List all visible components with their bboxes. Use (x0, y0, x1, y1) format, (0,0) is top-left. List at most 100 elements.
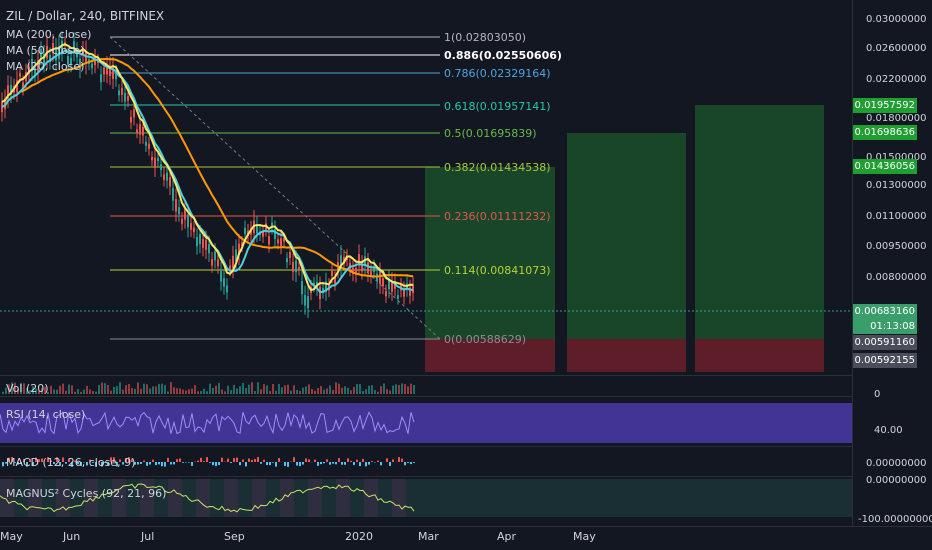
macd-bar (95, 462, 97, 467)
volume-bar (131, 388, 133, 394)
fib-level-0236: 0.236(0.01111232) (444, 210, 551, 223)
volume-bar (227, 385, 229, 394)
macd-bar (317, 462, 319, 466)
macd-bar (65, 462, 67, 464)
fib-level-05: 0.5(0.01695839) (444, 127, 537, 140)
macd-bar (74, 460, 76, 462)
candle-body (301, 281, 303, 295)
macd-bar (233, 458, 235, 462)
macd-bar (413, 462, 415, 463)
candle-body (85, 51, 87, 64)
volume-bar (359, 384, 361, 394)
macd-legend[interactable]: MACD (12, 26, close, 9) (6, 456, 136, 469)
candle-body (355, 267, 357, 275)
ma50-legend[interactable]: MA (50, close) (6, 44, 85, 57)
pane-divider[interactable] (0, 375, 852, 376)
macd-bar (200, 457, 202, 462)
rsi-legend[interactable]: RSI (14, close) (6, 408, 86, 421)
macd-bar (248, 458, 250, 462)
macd-bar (164, 462, 166, 467)
volume-bar (119, 382, 121, 394)
candle-body (130, 116, 132, 123)
volume-bar (317, 388, 319, 394)
candle-body (235, 249, 237, 262)
candle-body (160, 164, 162, 170)
macd-bar (242, 459, 244, 462)
candle-body (163, 174, 165, 180)
macd-bar (266, 462, 268, 466)
volume-bar (182, 389, 184, 394)
macd-bar (308, 459, 310, 462)
volume-bar (125, 385, 127, 394)
candle-body (79, 58, 81, 70)
ma200-legend[interactable]: MA (200, close) (6, 28, 92, 41)
volume-legend[interactable]: Vol (20) (6, 382, 49, 395)
macd-bar (293, 457, 295, 462)
macd-bar (263, 459, 265, 462)
candle-body (298, 267, 300, 271)
macd-bar (77, 462, 79, 465)
candle-body (385, 291, 387, 297)
price-tick: 0.00950000 (866, 241, 927, 252)
macd-bar (110, 457, 112, 462)
candle-body (241, 242, 243, 246)
target-price-badge: 0.01957592 (853, 98, 917, 113)
pane-divider[interactable] (0, 396, 852, 397)
candle-body (286, 258, 288, 263)
candle-body (256, 224, 258, 234)
target-price-badge: 0.01436056 (853, 159, 917, 174)
macd-bar (155, 462, 157, 466)
candle-body (31, 58, 33, 71)
macd-bar (278, 458, 280, 462)
macd-bar (59, 462, 61, 466)
price-tick: 0.03000000 (866, 14, 927, 25)
candle-body (145, 141, 147, 146)
ma20-legend[interactable]: MA (20, close) (6, 60, 85, 73)
volume-bar (176, 388, 178, 394)
magnus-legend[interactable]: MAGNUS² Cycles (92, 21, 96) (6, 487, 167, 500)
candle-body (28, 66, 30, 74)
target-price-badge: 0.01698636 (853, 125, 917, 140)
macd-bar (11, 457, 13, 462)
volume-bar (338, 383, 340, 394)
volume-bar (395, 384, 397, 394)
volume-bar (368, 385, 370, 394)
candle-body (199, 234, 201, 245)
macd-bar (362, 458, 364, 462)
pane-divider[interactable] (0, 476, 852, 477)
macd-bar (392, 459, 394, 462)
macd-bar (398, 457, 400, 462)
macd-bar (407, 462, 409, 463)
candle-body (217, 259, 219, 267)
macd-bar (131, 458, 133, 462)
volume-bar (77, 389, 79, 394)
volume-bar (206, 391, 208, 394)
candle-body (175, 199, 177, 212)
volume-bar (122, 389, 124, 394)
candle-body (391, 281, 393, 292)
macd-bar (170, 462, 172, 465)
stop-zone (567, 339, 686, 372)
ma-fast-line (1, 43, 414, 292)
volume-bar (74, 391, 76, 394)
candle-body (133, 109, 135, 118)
candle-body (226, 285, 228, 293)
candle-body (172, 188, 174, 201)
macd-bar (218, 462, 220, 466)
symbol-title[interactable]: ZIL / Dollar, 240, BITFINEX (6, 9, 165, 23)
candle-body (22, 82, 24, 89)
macd-bar (53, 462, 55, 464)
ma20-line (1, 49, 414, 294)
time-tick: 2020 (345, 530, 373, 543)
candle-body (280, 238, 282, 247)
candle-body (70, 57, 72, 65)
pane-divider[interactable] (0, 446, 852, 447)
macd-bar (326, 459, 328, 462)
volume-bar (239, 386, 241, 394)
time-tick: Jul (141, 530, 155, 543)
candle-body (325, 281, 327, 292)
volume-bar (281, 387, 283, 394)
candle-body (271, 222, 273, 228)
